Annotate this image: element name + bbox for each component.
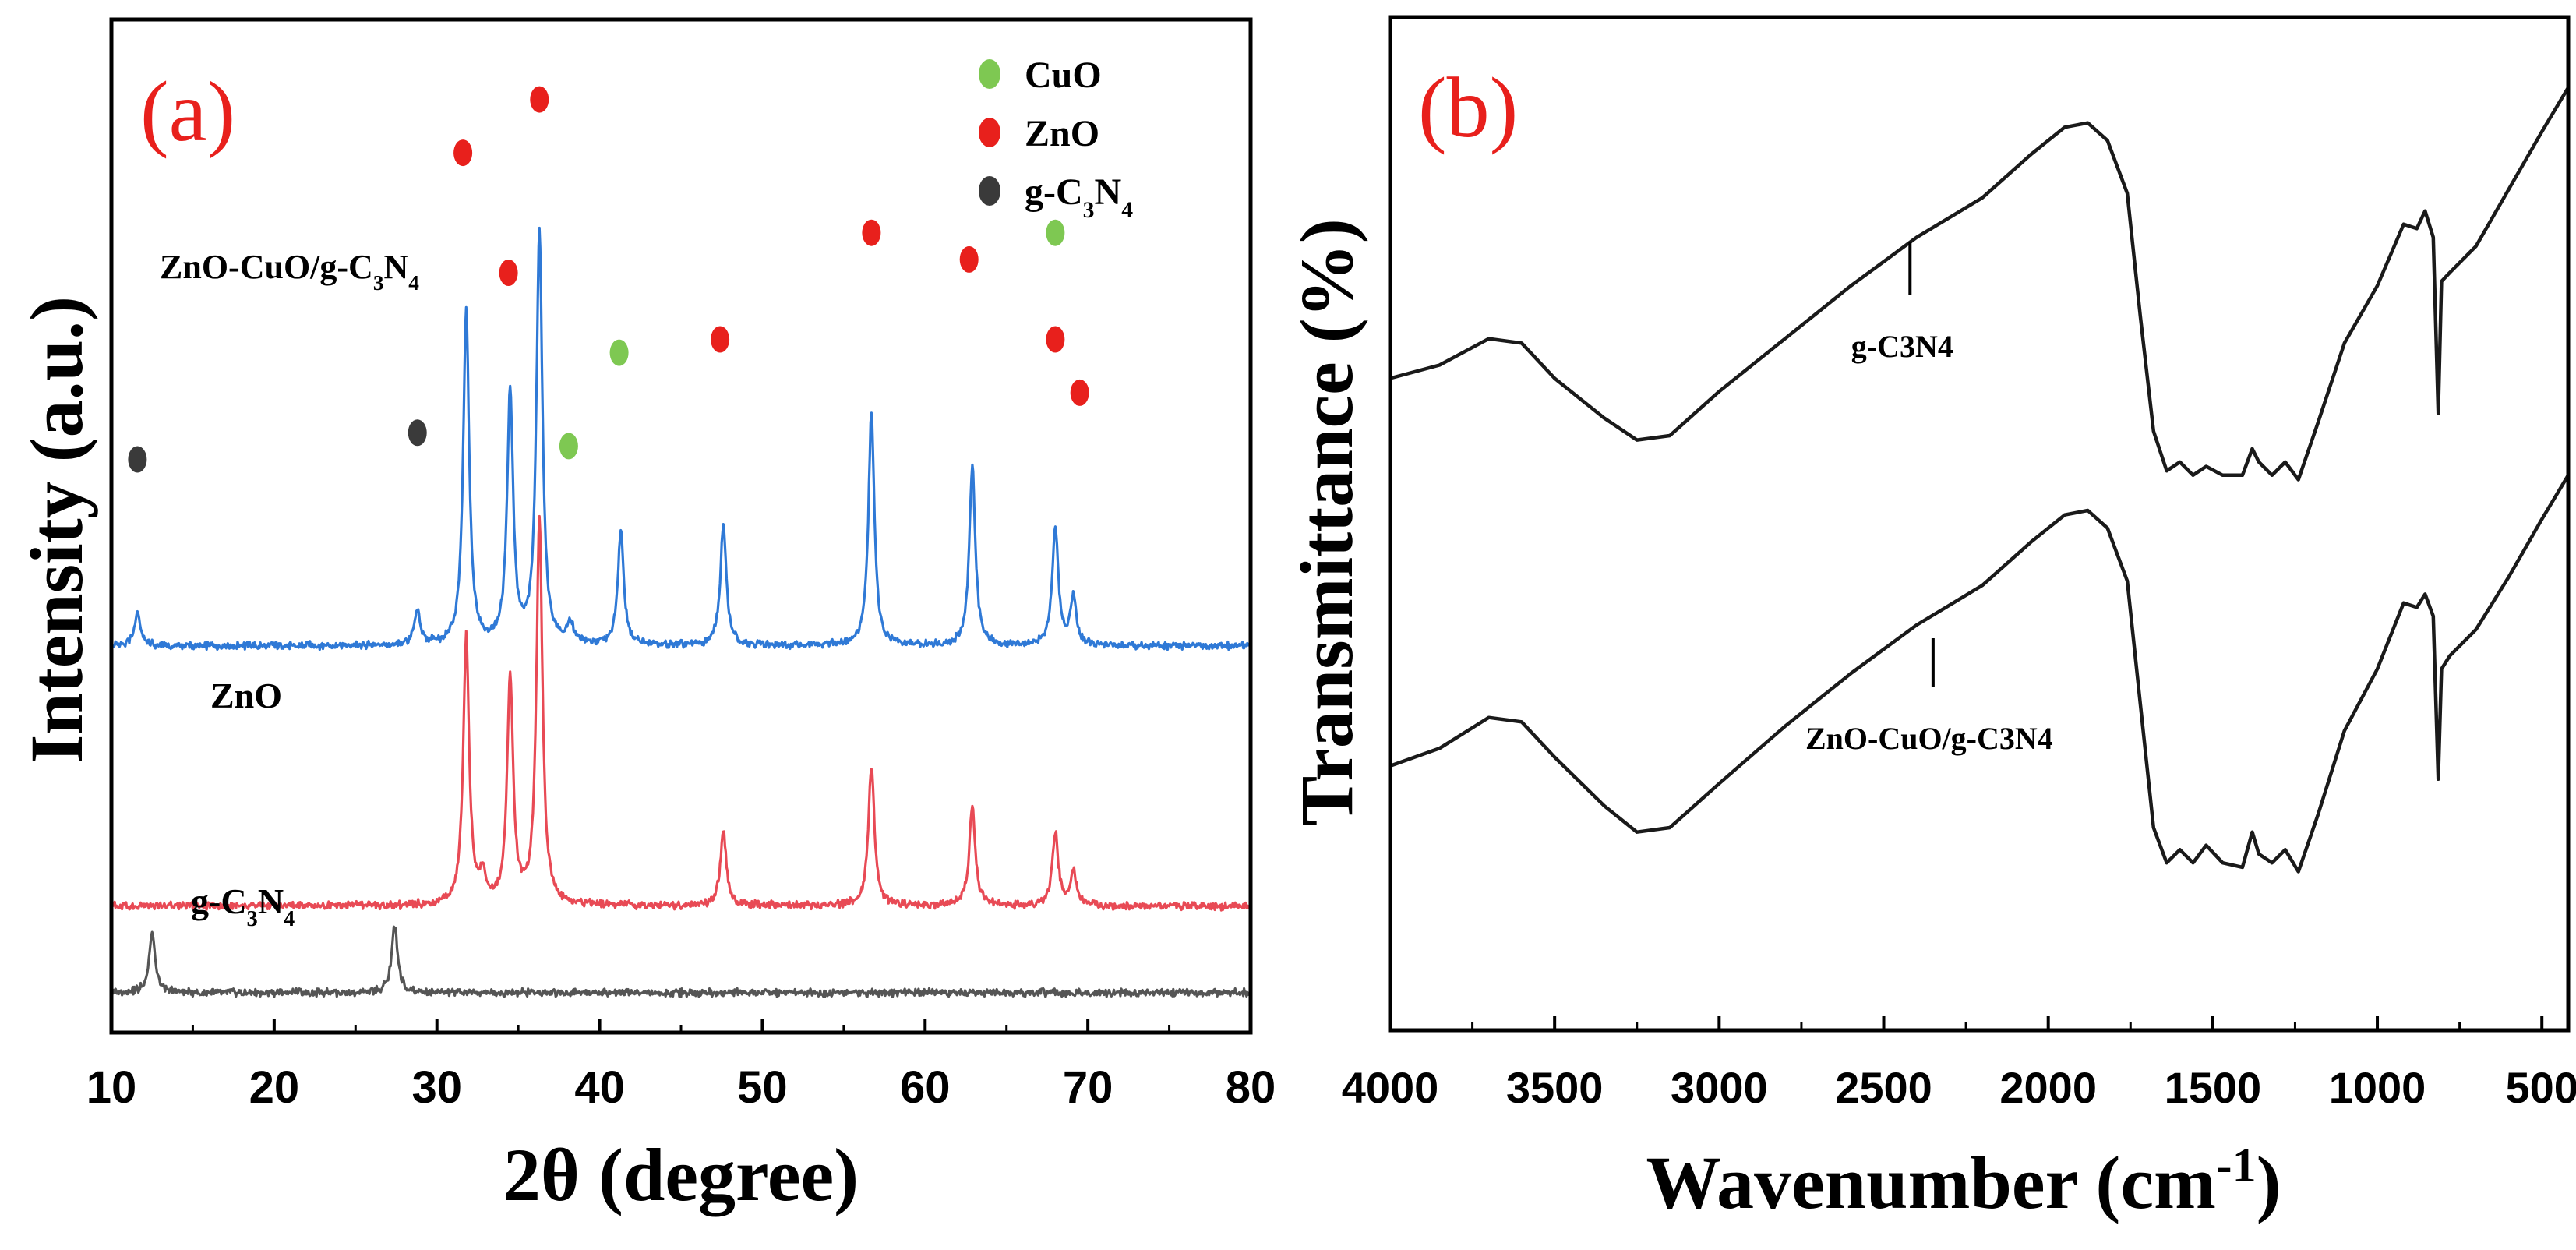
panel-a-label: (a) bbox=[140, 64, 235, 159]
panel-a-series-label-zno-cuo-gc3n4: ZnO-CuO/g-C3N4 bbox=[160, 248, 419, 295]
panel-a-x-tick-label: 10 bbox=[86, 1062, 137, 1113]
panel-b-x-tick-label: 1000 bbox=[2329, 1063, 2426, 1112]
legend-marker-zno bbox=[979, 118, 1000, 147]
panel-b-x-axis-title-main: Wavenumber (cm bbox=[1646, 1141, 2215, 1224]
legend-marker-gc3n4 bbox=[979, 176, 1000, 206]
panel-a-peak-marker-gc3n4 bbox=[128, 446, 147, 473]
panel-b-plot-frame bbox=[1388, 15, 2571, 1033]
legend-label-gc3n4: g-C3N4 bbox=[1025, 171, 1133, 223]
panel-a-series-label-zno: ZnO bbox=[210, 676, 282, 715]
panel-a-series-line-1 bbox=[110, 226, 1252, 651]
legend-label-zno: ZnO bbox=[1025, 113, 1099, 154]
panel-a-peak-marker-cuo bbox=[1046, 219, 1065, 246]
panel-b-x-tick-label: 2000 bbox=[1999, 1063, 2097, 1112]
panel-a-x-tick-label: 50 bbox=[737, 1062, 788, 1113]
panel-a-series-line-2 bbox=[111, 514, 1251, 912]
panel-b-x-tick-label: 2500 bbox=[1835, 1063, 1932, 1112]
panel-a-xrd-chart: 10 20 30 40 50 60 70 80 (a) 2θ (degree) Intensi… bbox=[15, 17, 1276, 1216]
panel-a-x-tick-label: 30 bbox=[411, 1062, 462, 1113]
panel-a-peak-marker-zno bbox=[959, 245, 979, 273]
panel-b-x-axis-title-end: ) bbox=[2257, 1141, 2281, 1224]
panel-a-peak-marker-zno bbox=[530, 86, 549, 113]
panel-b-x-axis-title-superscript: -1 bbox=[2216, 1139, 2257, 1192]
panel-b-x-tick-label: 3000 bbox=[1671, 1063, 1768, 1112]
panel-a-peak-marker-zno bbox=[711, 326, 730, 353]
panel-a-series-label-gc3n4: g-C3N4 bbox=[191, 881, 295, 931]
panel-a-x-tick-label: 20 bbox=[249, 1062, 300, 1113]
legend-marker-cuo bbox=[979, 59, 1000, 89]
panel-a-peak-marker-zno bbox=[1070, 379, 1089, 406]
panel-a-x-tick-label: 80 bbox=[1226, 1062, 1276, 1113]
panel-b-x-tick-label: 3500 bbox=[1506, 1063, 1604, 1112]
panel-b-series-label-zno-cuo-gc3n4: ZnO-CuO/g-C3N4 bbox=[1805, 721, 2053, 756]
panel-b-x-axis-title: Wavenumber (cm-1) bbox=[1646, 1139, 2281, 1224]
panel-a-x-axis-title: 2θ (degree) bbox=[503, 1133, 859, 1216]
legend-label-cuo: CuO bbox=[1025, 55, 1102, 96]
panel-b-x-tick-label: 1500 bbox=[2165, 1063, 2262, 1112]
panel-a-x-tick-label: 40 bbox=[574, 1062, 625, 1113]
panel-a-series-line-3 bbox=[110, 925, 1251, 998]
panel-a-peak-marker-cuo bbox=[609, 339, 629, 366]
panel-b-x-tick-label: 4000 bbox=[1342, 1063, 1439, 1112]
panel-a-y-axis-title: Intensity (a.u.) bbox=[15, 296, 98, 764]
panel-b-x-tick-label: 500 bbox=[2505, 1063, 2576, 1112]
panel-b-series-line-1 bbox=[1389, 87, 2570, 482]
panel-a-peak-marker-zno bbox=[1046, 326, 1065, 353]
panel-b-y-axis-title: Transmittance (%) bbox=[1285, 218, 1368, 825]
panel-b-ftir-chart: 4000 3500 3000 2500 2000 1500 1000 500 (b) Wave… bbox=[1285, 15, 2576, 1224]
panel-b-label: (b) bbox=[1418, 60, 1518, 155]
panel-a-peak-marker-zno bbox=[862, 219, 881, 246]
panel-a-peak-marker-zno bbox=[499, 260, 518, 286]
panel-a-peak-marker-cuo bbox=[559, 433, 578, 460]
panel-b-series-line-2 bbox=[1389, 474, 2570, 874]
panel-a-peak-marker-zno bbox=[453, 139, 473, 167]
panel-a-legend: CuO ZnO g-C3N4 bbox=[979, 55, 1133, 223]
panel-a-peak-marker-gc3n4 bbox=[408, 419, 427, 447]
panel-a-x-tick-label: 60 bbox=[900, 1062, 951, 1113]
panel-a-x-tick-label: 70 bbox=[1063, 1062, 1113, 1113]
panel-b-series-label-gc3n4: g-C3N4 bbox=[1851, 329, 1953, 364]
